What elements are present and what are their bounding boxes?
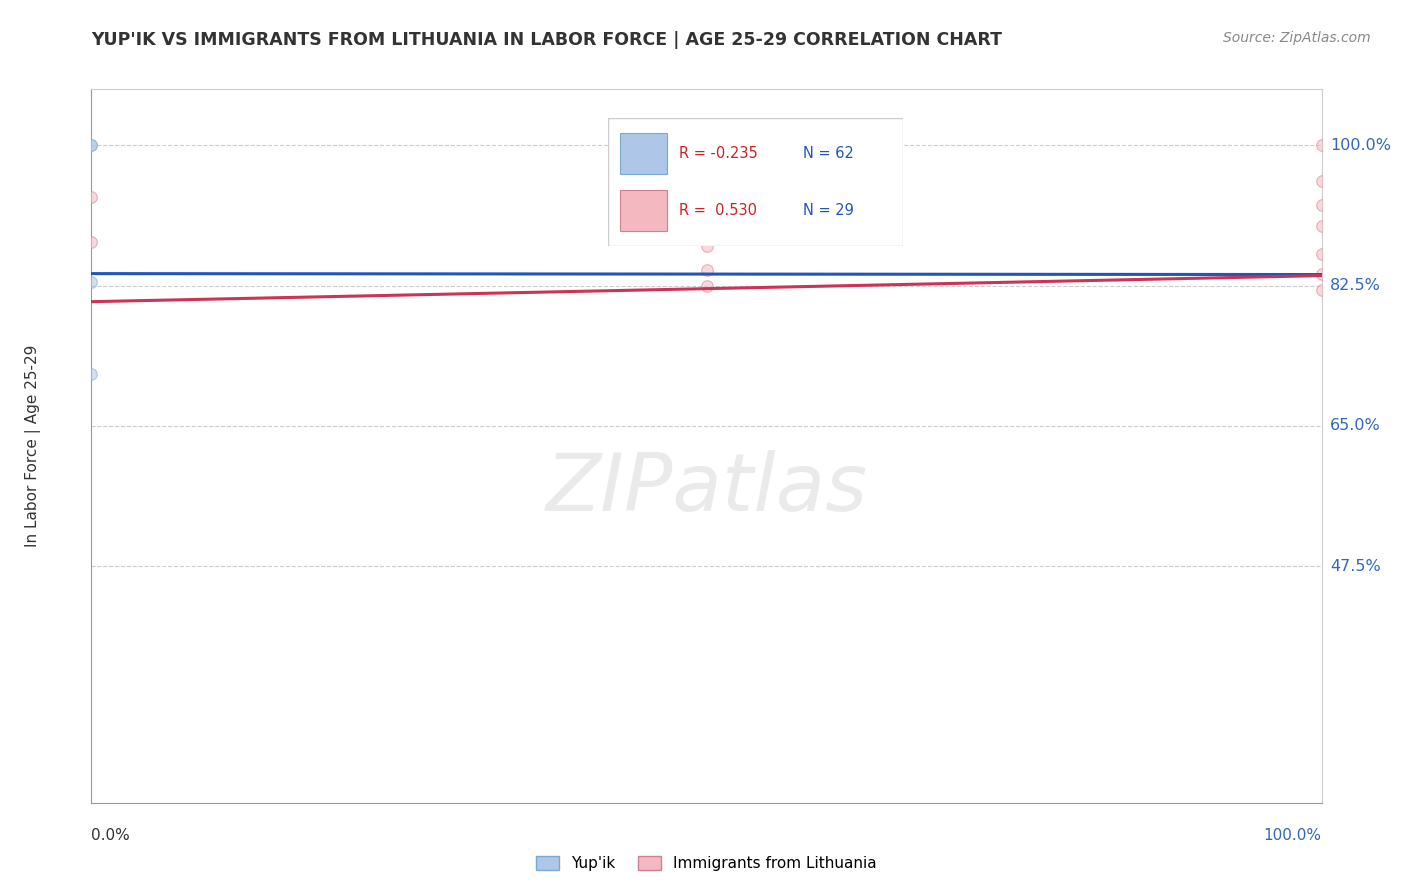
- Point: [1310, 246, 1333, 260]
- Point: [695, 278, 717, 293]
- Point: [695, 238, 717, 252]
- Text: In Labor Force | Age 25-29: In Labor Force | Age 25-29: [25, 345, 41, 547]
- Point: [1310, 198, 1333, 212]
- Text: 0.0%: 0.0%: [91, 828, 131, 843]
- Point: [80, 275, 103, 289]
- Text: 65.0%: 65.0%: [1330, 418, 1381, 434]
- Text: R =  0.530: R = 0.530: [679, 202, 756, 218]
- Point: [80, 138, 103, 153]
- FancyBboxPatch shape: [620, 190, 668, 231]
- Point: [1310, 267, 1333, 281]
- Point: [80, 138, 103, 153]
- Text: N = 62: N = 62: [803, 146, 853, 161]
- Text: 47.5%: 47.5%: [1330, 558, 1381, 574]
- Point: [695, 262, 717, 277]
- Text: R = -0.235: R = -0.235: [679, 146, 758, 161]
- Point: [1310, 283, 1333, 297]
- Legend: Yup'ik, Immigrants from Lithuania: Yup'ik, Immigrants from Lithuania: [530, 850, 883, 877]
- Point: [695, 194, 717, 209]
- Text: 82.5%: 82.5%: [1330, 278, 1381, 293]
- Point: [695, 214, 717, 228]
- Point: [80, 190, 103, 204]
- Text: 100.0%: 100.0%: [1330, 138, 1391, 153]
- Text: N = 29: N = 29: [803, 202, 853, 218]
- Point: [1310, 174, 1333, 188]
- Text: Source: ZipAtlas.com: Source: ZipAtlas.com: [1223, 31, 1371, 45]
- FancyBboxPatch shape: [620, 133, 668, 174]
- Point: [80, 235, 103, 249]
- Text: ZIPatlas: ZIPatlas: [546, 450, 868, 528]
- Point: [1310, 138, 1333, 153]
- Text: YUP'IK VS IMMIGRANTS FROM LITHUANIA IN LABOR FORCE | AGE 25-29 CORRELATION CHART: YUP'IK VS IMMIGRANTS FROM LITHUANIA IN L…: [91, 31, 1002, 49]
- Text: 100.0%: 100.0%: [1264, 828, 1322, 843]
- FancyBboxPatch shape: [609, 118, 903, 246]
- Point: [80, 367, 103, 381]
- Point: [1310, 219, 1333, 233]
- Point: [695, 170, 717, 185]
